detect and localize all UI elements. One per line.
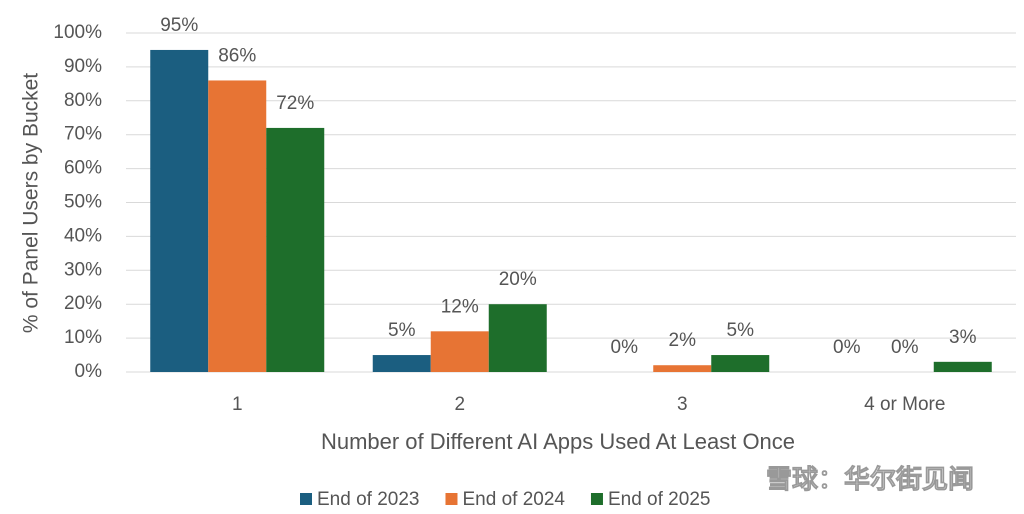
legend-label: End of 2024	[462, 489, 565, 510]
x-tick-label: 3	[677, 394, 688, 415]
bar	[372, 355, 431, 372]
legend-swatch	[445, 493, 458, 505]
data-label: 12%	[441, 296, 479, 317]
bar	[933, 361, 992, 372]
y-tick-label: 50%	[64, 192, 102, 213]
data-label: 2%	[669, 330, 697, 351]
data-label: 5%	[388, 320, 416, 341]
y-tick-label: 70%	[64, 124, 102, 145]
y-tick-label: 20%	[64, 293, 102, 314]
bar	[488, 304, 547, 372]
x-tick-label: 4 or More	[864, 394, 945, 415]
bar	[653, 365, 712, 372]
data-label: 0%	[891, 337, 919, 358]
data-label: 3%	[949, 327, 977, 348]
y-tick-label: 0%	[75, 361, 103, 382]
legend-label: End of 2023	[317, 489, 419, 510]
data-label: 95%	[160, 15, 198, 36]
legend-swatch	[300, 493, 312, 505]
y-tick-label: 100%	[53, 22, 102, 43]
y-tick-label: 30%	[64, 259, 102, 280]
data-label: 86%	[218, 45, 256, 66]
y-axis-title: % of Panel Users by Bucket	[20, 73, 43, 333]
bar	[208, 80, 267, 373]
bar	[150, 49, 209, 372]
bar	[430, 331, 489, 372]
data-label: 0%	[611, 337, 639, 358]
x-axis-title: Number of Different AI Apps Used At Leas…	[321, 429, 795, 454]
data-label: 0%	[833, 337, 861, 358]
bar	[266, 127, 325, 372]
data-label: 72%	[276, 93, 314, 114]
y-tick-label: 90%	[64, 56, 102, 77]
x-tick-label: 2	[454, 394, 465, 415]
y-tick-label: 80%	[64, 90, 102, 111]
legend-label: End of 2025	[608, 489, 710, 510]
y-tick-label: 40%	[64, 225, 102, 246]
y-tick-label: 60%	[64, 158, 102, 179]
y-tick-label: 10%	[64, 327, 102, 348]
data-label: 20%	[499, 269, 537, 290]
data-label: 5%	[727, 320, 755, 341]
watermark: 雪球：华尔街见闻	[766, 464, 974, 494]
bar	[711, 355, 770, 372]
x-tick-label: 1	[232, 394, 243, 415]
legend-swatch	[590, 493, 603, 505]
